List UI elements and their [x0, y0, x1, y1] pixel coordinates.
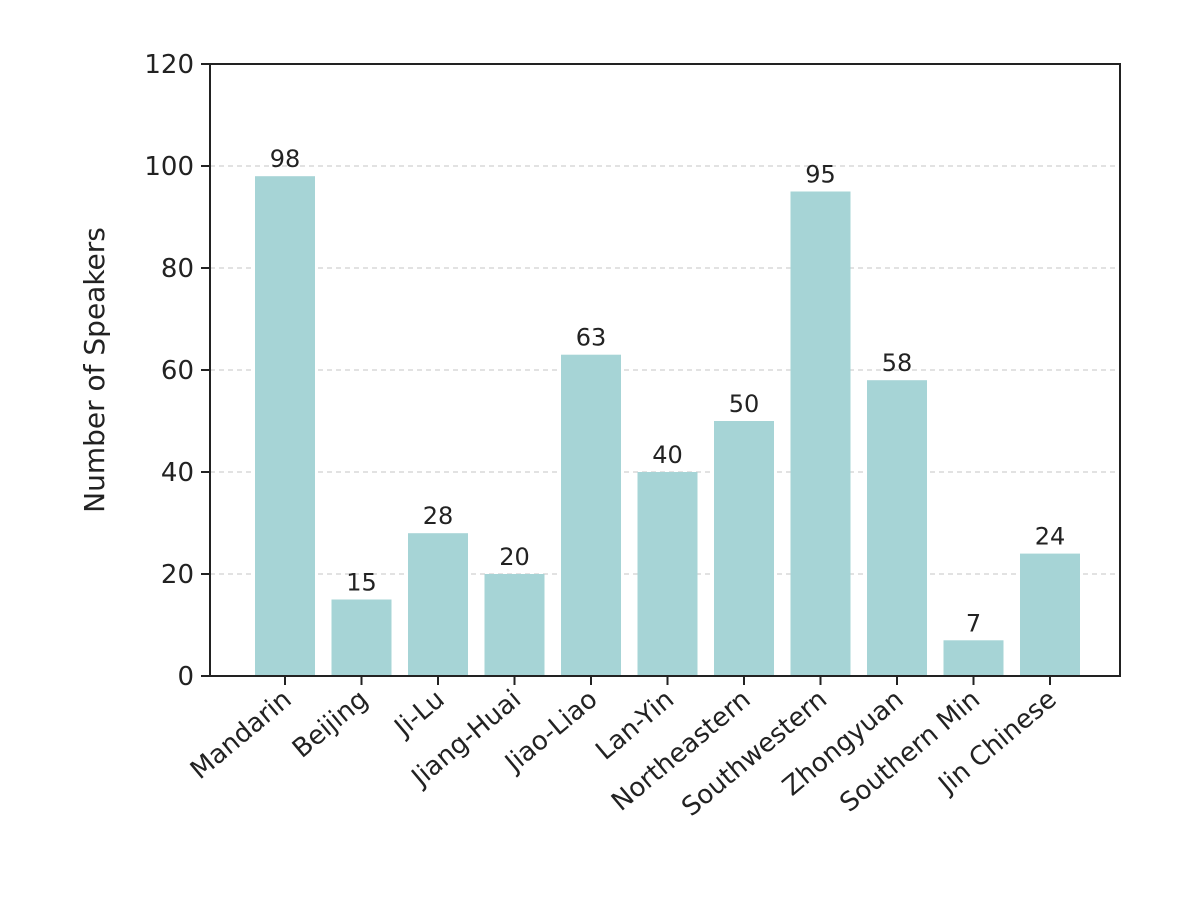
- y-axis-ticks: 0 20 40 60 80 100 120: [144, 50, 210, 692]
- x-tick-label: Mandarin: [185, 684, 297, 785]
- bar: [1020, 553, 1080, 676]
- bar-value-label: 7: [966, 609, 981, 637]
- bar-value-label: 20: [499, 543, 530, 571]
- bar: [943, 640, 1004, 676]
- bar: [714, 421, 774, 676]
- y-tick-label: 120: [144, 50, 194, 80]
- x-tick-label: Ji-Lu: [388, 684, 451, 743]
- y-tick-label: 40: [161, 458, 194, 488]
- bar-value-label: 15: [346, 569, 377, 597]
- bar-value-label: 58: [882, 349, 913, 377]
- bar: [561, 354, 621, 676]
- bar: [484, 574, 545, 676]
- bar: [790, 191, 851, 676]
- y-tick-label: 20: [161, 560, 194, 590]
- bar: [637, 472, 698, 676]
- y-axis-title: Number of Speakers: [78, 227, 111, 513]
- bar: [408, 533, 468, 676]
- bars: [255, 176, 1080, 676]
- bar-value-label: 98: [270, 145, 301, 173]
- bar-value-label: 63: [576, 324, 607, 352]
- bar: [331, 599, 392, 676]
- bar-value-label: 95: [805, 161, 836, 189]
- bar-value-label: 50: [729, 390, 760, 418]
- bar-value-label: 28: [423, 502, 454, 530]
- bar: [255, 176, 315, 676]
- y-tick-label: 100: [144, 152, 194, 182]
- bar-value-labels: 98 15 28 20 63 40 50 95 58 7 24: [270, 145, 1066, 637]
- x-tick-label: Beijing: [287, 684, 374, 764]
- y-tick-label: 80: [161, 254, 194, 284]
- bar: [867, 380, 927, 676]
- y-tick-label: 60: [161, 356, 194, 386]
- y-tick-label: 0: [177, 662, 194, 692]
- bar-value-label: 40: [652, 441, 683, 469]
- bar-value-label: 24: [1035, 523, 1066, 551]
